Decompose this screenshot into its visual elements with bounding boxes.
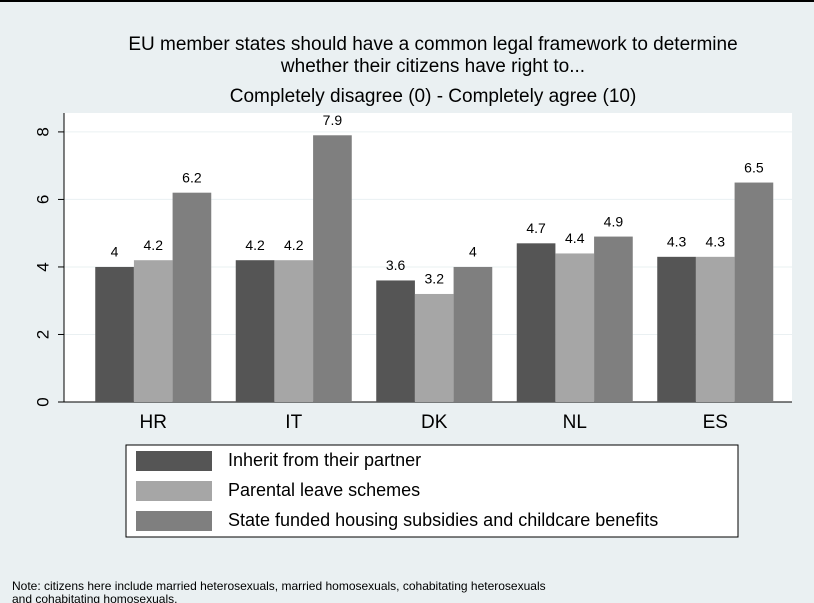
x-tick-label: IT [285,412,302,433]
bar [414,293,454,402]
value-label: 7.9 [323,112,343,128]
y-tick-label: 4 [33,262,52,271]
x-tick-label: HR [140,412,167,433]
bar [172,192,212,402]
x-tick-label: ES [703,412,728,433]
value-label: 4 [469,244,477,260]
value-label: 4.3 [706,234,726,250]
legend-label: Inherit from their partner [228,450,421,470]
value-label: 6.2 [182,169,202,185]
bar [695,256,735,402]
bar [313,135,352,402]
y-tick-label: 6 [33,195,52,204]
y-tick-label: 8 [33,127,52,136]
value-label: 4.7 [526,220,546,236]
bar [734,182,774,402]
value-label: 4.2 [144,237,164,253]
note: Note: citizens here include married hete… [12,579,546,593]
x-tick-label: NL [563,412,587,433]
bar [376,280,415,402]
chart-title: EU member states should have a common le… [128,34,737,55]
value-label: 4.2 [245,237,265,253]
value-label: 4.2 [284,237,304,253]
legend-swatch [136,451,212,471]
value-label: 4.4 [565,230,585,246]
legend [125,444,739,538]
y-tick-label: 0 [33,397,52,406]
value-label: 3.6 [386,257,406,273]
bar [555,253,595,402]
bar [235,260,275,402]
value-label: 4 [111,244,119,260]
chart-title: whether their citizens have right to... [280,56,585,77]
legend-label: Parental leave schemes [228,480,420,500]
value-label: 3.2 [425,271,445,287]
bar [95,266,134,402]
bar [453,266,493,402]
y-tick-label: 2 [33,330,52,339]
value-label: 4.9 [604,213,624,229]
value-label: 4.3 [667,234,687,250]
note: and cohabitating homosexuals. [12,592,177,603]
legend-swatch [136,481,212,501]
x-tick-label: DK [421,412,448,433]
chart-subtitle: Completely disagree (0) - Completely agr… [230,86,637,107]
bar [274,260,314,402]
bar [133,260,173,402]
bar [594,236,633,402]
bar [516,243,556,402]
legend-swatch [136,511,212,531]
value-label: 6.5 [744,159,764,175]
legend-label: State funded housing subsidies and child… [228,510,658,530]
bar [657,256,696,402]
